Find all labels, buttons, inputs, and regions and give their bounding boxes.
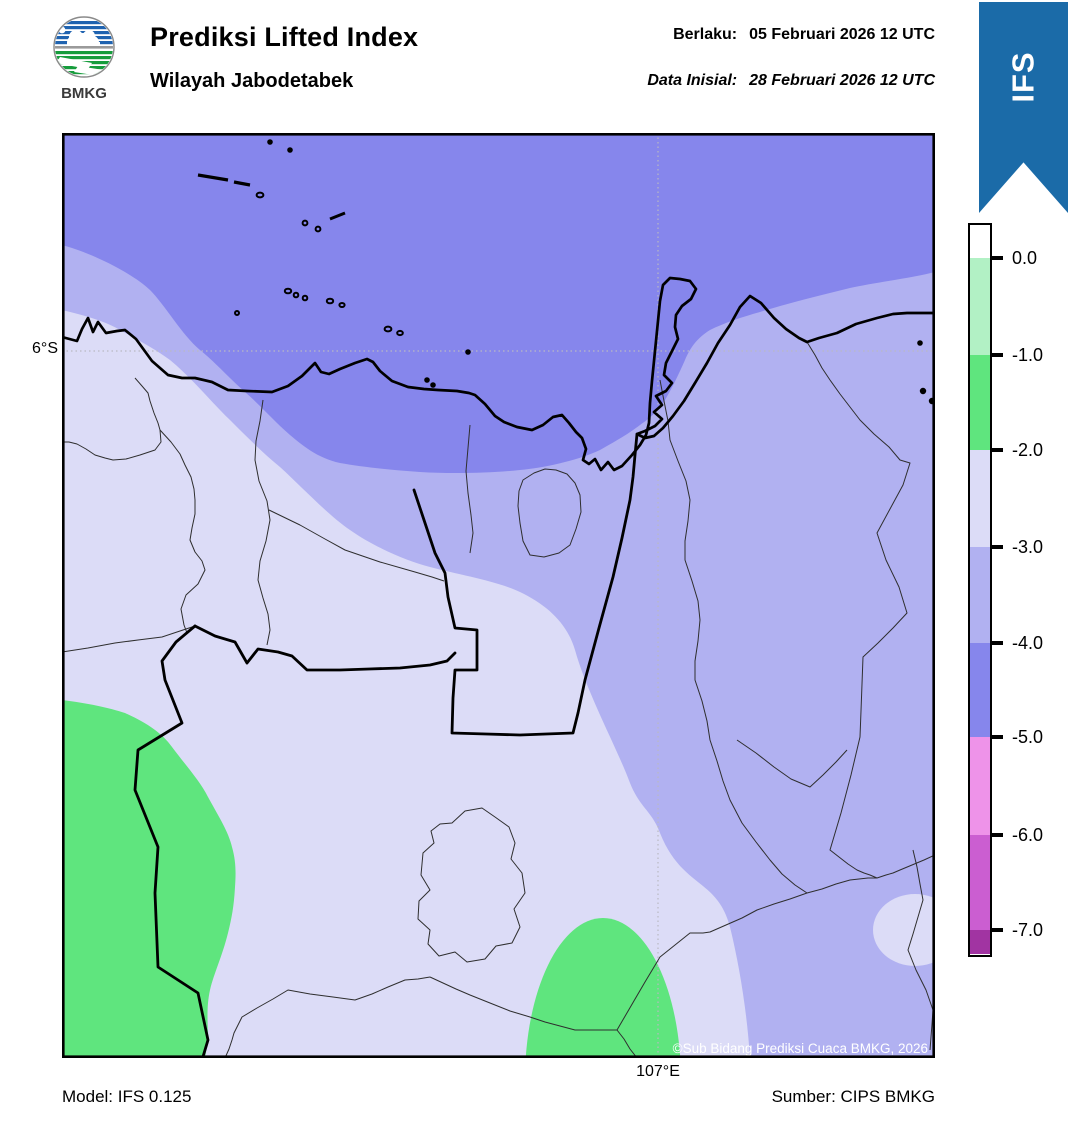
islands bbox=[197, 139, 935, 405]
model-ribbon: IFS bbox=[979, 2, 1068, 213]
colorbar-tick bbox=[991, 353, 1003, 357]
colorbar-segment bbox=[970, 643, 990, 737]
model-ribbon-label: IFS bbox=[1005, 51, 1041, 103]
province-borders bbox=[133, 432, 639, 1058]
colorbar-tick-label: -7.0 bbox=[1012, 920, 1044, 940]
contour-fill-green-southwest bbox=[62, 700, 236, 1058]
valid-time-value: 05 Februari 2026 12 UTC bbox=[749, 26, 935, 43]
border-jakarta-east bbox=[412, 432, 639, 737]
colorbar-tick bbox=[991, 641, 1003, 645]
colorbar-tick bbox=[991, 833, 1003, 837]
colorbar bbox=[968, 223, 992, 957]
contour-fill-green-dome bbox=[525, 918, 681, 1058]
admin-boundaries bbox=[62, 341, 935, 1058]
colorbar-segment bbox=[970, 258, 990, 355]
logo-text: BMKG bbox=[61, 85, 107, 102]
border-banten-southwest bbox=[133, 624, 210, 1058]
bmkg-logo: BMKG bbox=[53, 16, 115, 102]
colorbar-tick-label: -6.0 bbox=[1012, 825, 1044, 845]
colorbar-tick-label: -5.0 bbox=[1012, 727, 1044, 747]
colorbar-segment bbox=[970, 450, 990, 547]
colorbar-tick bbox=[991, 256, 1003, 260]
page-subtitle: Wilayah Jabodetabek bbox=[150, 70, 354, 92]
initial-time-value: 28 Februari 2026 12 UTC bbox=[749, 72, 935, 89]
forecast-times: Berlaku: 05 Februari 2026 12 UTC Data In… bbox=[647, 24, 935, 92]
colorbar-segment bbox=[970, 930, 990, 954]
colorbar-segment bbox=[970, 737, 990, 835]
graticule bbox=[62, 133, 935, 1058]
source-label: Sumber: CIPS BMKG bbox=[771, 1087, 935, 1106]
colorbar-segment bbox=[970, 835, 990, 930]
lat-tick-label: 6°S bbox=[32, 340, 58, 357]
border-west-arm bbox=[193, 624, 457, 672]
map-border bbox=[62, 133, 935, 1058]
copyright-label: ©Sub Bidang Prediksi Cuaca BMKG, 2026 bbox=[673, 1041, 928, 1056]
logo-cloud-stripes bbox=[55, 21, 113, 76]
valid-time-label: Berlaku: bbox=[673, 26, 738, 43]
model-label: Model: IFS 0.125 bbox=[62, 1087, 192, 1106]
colorbar-tick bbox=[991, 928, 1003, 932]
colorbar-tick bbox=[991, 545, 1003, 549]
colorbar-tick-label: -1.0 bbox=[1012, 345, 1044, 365]
valid-time-row: Berlaku: 05 Februari 2026 12 UTC bbox=[647, 24, 935, 46]
colorbar-tick-label: -4.0 bbox=[1012, 633, 1044, 653]
initial-time-row: Data Inisial: 28 Februari 2026 12 UTC bbox=[647, 70, 935, 92]
coastline bbox=[62, 276, 935, 472]
colorbar-tick-label: -3.0 bbox=[1012, 537, 1044, 557]
colorbar-tick-label: 0.0 bbox=[1012, 248, 1038, 268]
colorbar-tick bbox=[991, 448, 1003, 452]
colorbar-segment bbox=[970, 355, 990, 450]
initial-time-label: Data Inisial: bbox=[647, 72, 738, 89]
colorbar-tick-label: -2.0 bbox=[1012, 440, 1044, 460]
map-canvas: ©Sub Bidang Prediksi Cuaca BMKG, 2026 bbox=[62, 133, 935, 1058]
colorbar-segment bbox=[970, 547, 990, 643]
lon-tick-label: 107°E bbox=[636, 1063, 680, 1080]
colorbar-tick bbox=[991, 735, 1003, 739]
colorbar-segment bbox=[970, 225, 990, 258]
page-title: Prediksi Lifted Index bbox=[150, 22, 419, 52]
